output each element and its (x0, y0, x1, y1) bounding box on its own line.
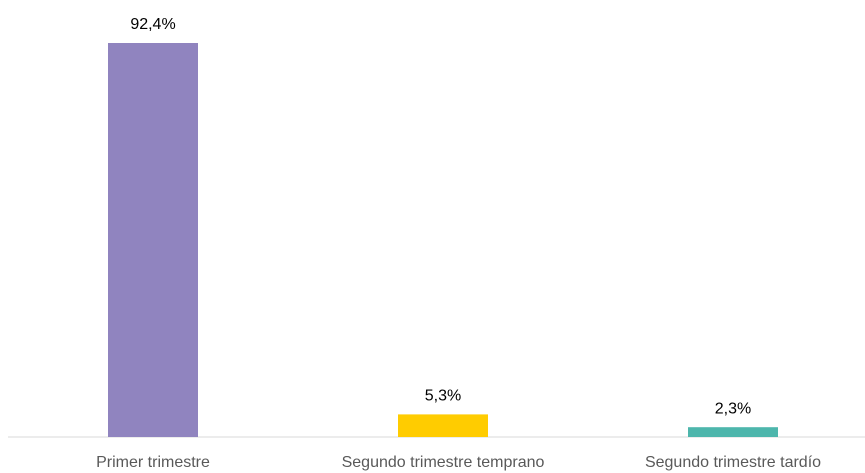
x-tick-label: Primer trimestre (96, 454, 210, 471)
value-label: 92,4% (130, 16, 175, 33)
value-label: 2,3% (715, 400, 751, 417)
value-label: 5,3% (425, 388, 461, 405)
x-tick-label: Segundo trimestre temprano (342, 454, 545, 471)
bar (398, 414, 488, 437)
bar (688, 427, 778, 437)
x-tick-label: Segundo trimestre tardío (645, 454, 821, 471)
bar (108, 43, 198, 437)
